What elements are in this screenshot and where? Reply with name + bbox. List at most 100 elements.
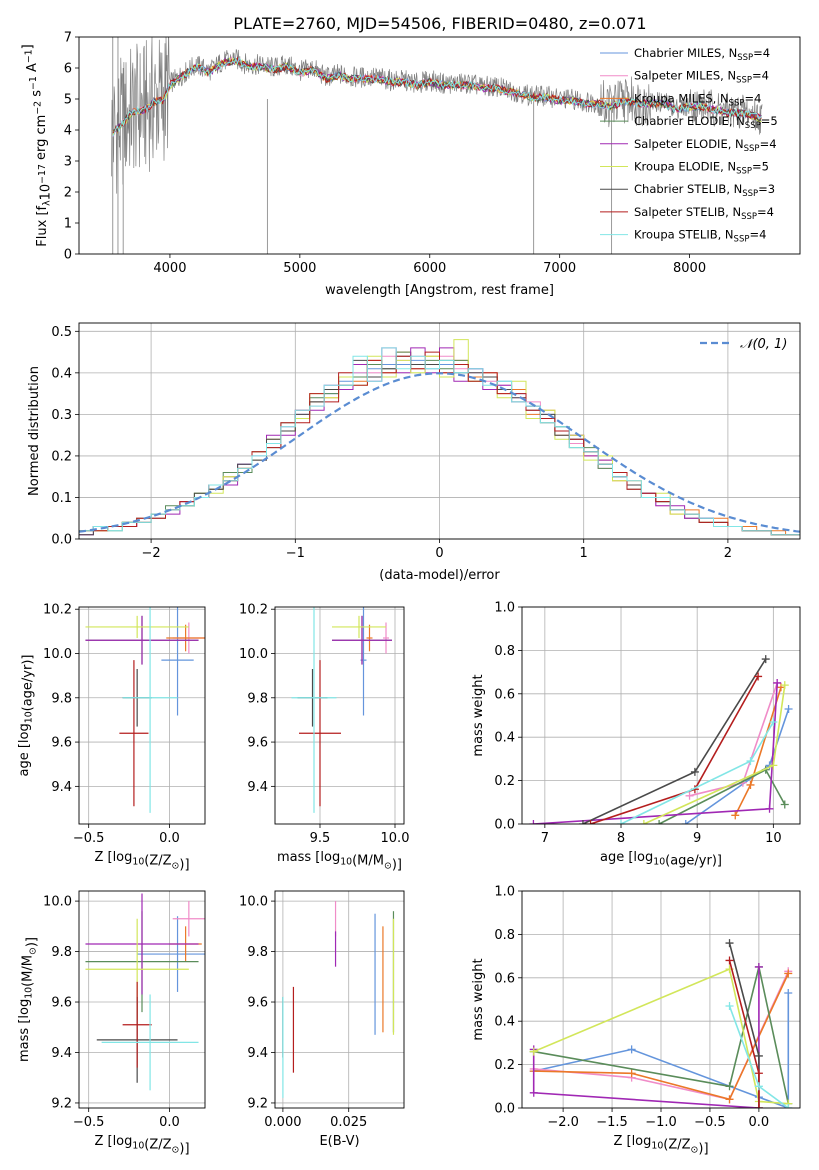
label-part: ] <box>20 44 35 49</box>
y-axis-label: mass weight <box>471 674 486 756</box>
y-tick-label: 9.6 <box>247 736 268 751</box>
x-tick-label: −0.5 <box>73 1115 105 1130</box>
axes-frame <box>521 606 801 825</box>
chart-age_vs_Z: −0.5 0.09.49.69.810.010.2Z [log10(Z/Z⊙)]a… <box>17 603 206 872</box>
x-tick-label: 5000 <box>283 261 316 276</box>
y-tick-label: 9.2 <box>247 1096 268 1111</box>
chart-mass_vs_ebv: 0.000 0.025 9.2 9.4 9.6 9.8 10.0 E(B-V) <box>239 890 405 1149</box>
label-part: 10 <box>340 857 352 868</box>
weight-marker-kroupa_elodie <box>769 761 778 770</box>
legend-suffix: =5 <box>761 114 778 128</box>
label-part: (age/yr)] <box>21 655 36 712</box>
y-tick-label: 10.2 <box>239 603 268 618</box>
x-axis-label: Z [log10(Z/Z⊙)] <box>94 850 189 872</box>
weight-marker-kroupa_stelib <box>725 1002 734 1011</box>
y-tick-label: 0.8 <box>494 928 515 943</box>
label-part: )] <box>698 1141 708 1156</box>
legend-text: Chabrier STELIB, N <box>634 182 742 196</box>
x-tick-label: 10 <box>765 831 782 846</box>
label-part: )] <box>24 937 39 947</box>
y-tick-label: 0.4 <box>51 366 72 381</box>
weight-marker-kroupa_stelib <box>617 820 626 824</box>
label-part: age [log <box>17 723 32 776</box>
weight-marker-kroupa_elodie <box>639 820 648 824</box>
weight-marker-salpeter_stelib <box>586 820 595 824</box>
label-part: )] <box>179 857 189 872</box>
legend-sub: SSP <box>741 212 757 222</box>
axes-frame <box>78 890 206 1109</box>
label-part: 10 <box>132 857 144 868</box>
legend-suffix: =4 <box>744 91 761 105</box>
legend-suffix: =4 <box>749 228 766 242</box>
label-part: (Z/Z <box>144 854 171 869</box>
x-tick-label: 7 <box>541 831 549 846</box>
legend-text: Kroupa MILES, N <box>634 91 729 105</box>
plot-area <box>85 607 205 813</box>
x-tick-label: 9 <box>693 831 701 846</box>
weight-marker-kroupa_stelib <box>784 1104 793 1108</box>
chart-mass_vs_Z: −0.5 0.09.29.49.69.810.0Z [log10(Z/Z⊙)]ma… <box>17 890 206 1156</box>
legend-text: Salpeter ELODIE, N <box>634 137 744 151</box>
y-tick-label: 10.0 <box>43 895 72 910</box>
y-tick-label: 0.4 <box>494 731 515 746</box>
legend-text: Kroupa STELIB, N <box>634 228 734 242</box>
label-part: age [log <box>600 850 653 865</box>
legend-text: Salpeter MILES, N <box>634 69 736 83</box>
x-axis-label: E(B-V) <box>319 1134 359 1149</box>
y-axis-label: age [log10(age/yr)] <box>17 655 36 777</box>
label-part: ⊙ <box>691 1144 699 1155</box>
axes-frame <box>78 322 801 540</box>
axes-frame <box>274 606 405 825</box>
y-tick-label: 2 <box>64 186 72 201</box>
x-tick-label: −0.5 <box>694 1115 726 1130</box>
x-tick-label: −0.5 <box>73 831 105 846</box>
y-tick-label: 0.2 <box>494 1058 515 1073</box>
x-axis-label: Z [log10(Z/Z⊙)] <box>94 1134 189 1156</box>
x-tick-label: 9.5 <box>310 831 331 846</box>
x-tick-label: 0.0 <box>159 831 180 846</box>
label-part: s <box>30 90 45 101</box>
y-tick-label: 10.0 <box>43 647 72 662</box>
weight-marker-chabrier_stelib <box>761 655 770 664</box>
y-tick-label: 0.5 <box>51 325 72 340</box>
y-tick-label: 9.8 <box>51 691 72 706</box>
x-tick-label: 0 <box>435 546 443 561</box>
y-tick-label: 0.4 <box>494 1015 515 1030</box>
x-tick-label: −1 <box>286 546 305 561</box>
y-tick-label: 0.0 <box>494 1102 515 1117</box>
label-part: (Z/Z <box>144 1138 171 1153</box>
weight-marker-salpeter_elodie <box>529 1088 538 1097</box>
label-part: Z [log <box>94 1134 132 1149</box>
label-part: (Z/Z <box>663 1138 690 1153</box>
y-tick-label: 0.6 <box>494 687 515 702</box>
y-tick-label: 6 <box>64 62 72 77</box>
legend-sub: SSP <box>734 235 750 245</box>
x-tick-label: 7000 <box>543 261 576 276</box>
y-tick-label: 9.4 <box>51 1046 72 1061</box>
x-tick-label: 8 <box>617 831 625 846</box>
y-tick-label: 9.8 <box>51 945 72 960</box>
y-tick-label: 0.8 <box>494 644 515 659</box>
x-tick-label: 0.000 <box>264 1115 301 1130</box>
weight-marker-kroupa_stelib <box>754 1082 763 1091</box>
weight-marker-salpeter_stelib <box>754 672 763 681</box>
legend-suffix: =4 <box>753 46 770 60</box>
axes-frame <box>274 890 405 1109</box>
chart-spectrum: 4000 5000 6000 7000 8000 0 1 2 3 4 5 6 7 wavelength [… <box>20 31 801 298</box>
weight-marker-salpeter_miles <box>685 791 694 800</box>
x-tick-label: 1 <box>580 546 588 561</box>
weight-marker-kroupa_miles <box>731 811 740 820</box>
x-tick-label: 2 <box>724 546 732 561</box>
legend-suffix: =4 <box>752 69 769 83</box>
label-part: 10 <box>653 857 665 868</box>
label-part: −2 <box>33 101 44 115</box>
weight-line-chabrier_elodie <box>533 966 790 1104</box>
label-part: ⊙ <box>27 947 38 955</box>
model-line-kroupa_stelib <box>112 57 762 137</box>
legend-suffix: =5 <box>752 160 769 174</box>
y-tick-label: 9.6 <box>51 996 72 1011</box>
axes-frame <box>78 36 801 255</box>
label-part: −17 <box>37 164 48 184</box>
y-tick-label: 1.0 <box>494 885 515 900</box>
label-part: mass [log <box>277 850 340 865</box>
